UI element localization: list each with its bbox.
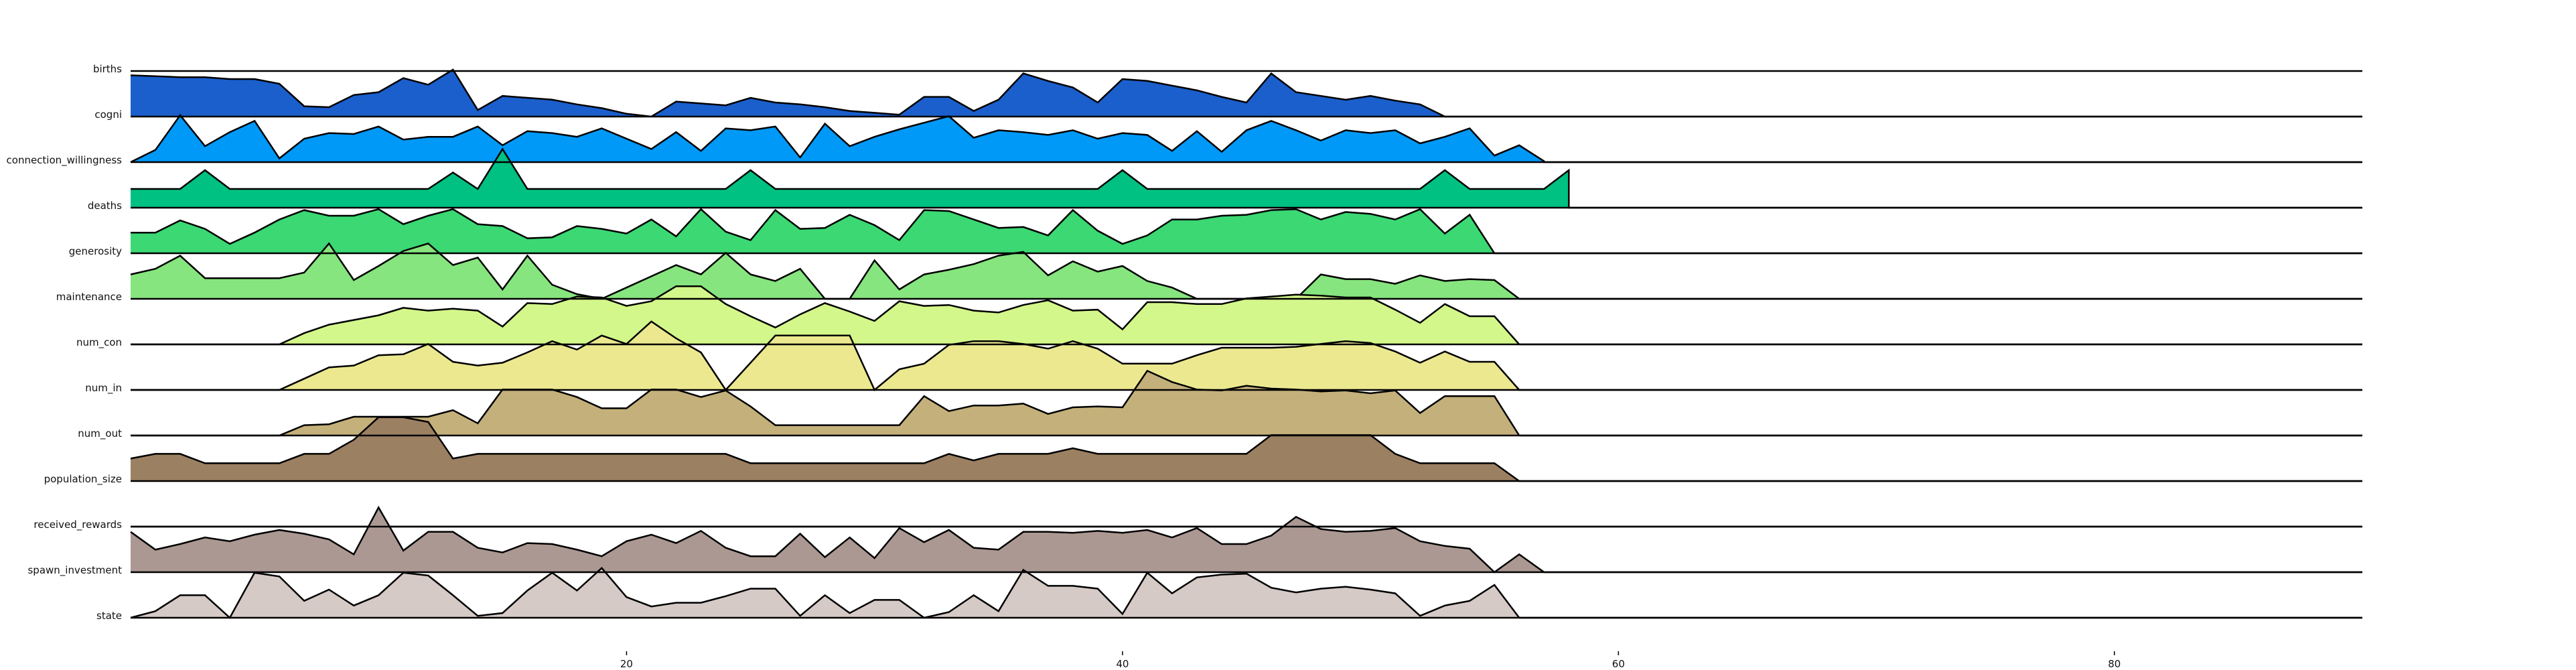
ridges-group bbox=[130, 68, 2362, 619]
ridge-area-num-out bbox=[131, 417, 1520, 481]
x-tick-label-40: 40 bbox=[1116, 658, 1129, 670]
ridge-area-num-con bbox=[131, 321, 1520, 390]
row-label-maintenance: maintenance bbox=[56, 291, 122, 303]
ridge-area-generosity bbox=[131, 243, 1520, 299]
row-label-num-out: num_out bbox=[78, 427, 122, 440]
ridge-area-spawn-investment bbox=[131, 567, 1520, 618]
row-label-births: births bbox=[93, 63, 122, 75]
ridge-line-connection-willingness bbox=[131, 147, 2362, 209]
row-label-connection-willingness: connection_willingness bbox=[7, 154, 123, 167]
row-label-population-size: population_size bbox=[44, 473, 122, 486]
row-label-state: state bbox=[96, 610, 122, 622]
row-label-num-con: num_con bbox=[76, 336, 122, 349]
x-axis: 20 40 60 80 bbox=[620, 651, 2121, 670]
ridge-area-cogni bbox=[131, 115, 1545, 162]
ridge-line-births bbox=[130, 68, 2362, 118]
ridge-area-received-rewards bbox=[131, 507, 1545, 572]
row-label-cogni: cogni bbox=[94, 109, 122, 121]
ridge-area-connection-willingness bbox=[131, 149, 1569, 208]
x-tick-label-60: 60 bbox=[1612, 658, 1625, 670]
row-label-generosity: generosity bbox=[69, 245, 122, 257]
row-label-deaths: deaths bbox=[88, 200, 122, 212]
ridge-line-received-rewards bbox=[130, 505, 2362, 574]
ridge-line-cogni bbox=[130, 113, 2362, 163]
ridge-area-births bbox=[131, 70, 1520, 117]
row-label-received-rewards: received_rewards bbox=[33, 519, 122, 531]
ridge-line-deaths bbox=[131, 208, 2362, 255]
ridge-line-num-con bbox=[131, 320, 2362, 392]
ridge-line-maintenance bbox=[131, 285, 2362, 346]
ridge-area-num-in bbox=[131, 371, 1520, 436]
row-label-num-in: num_in bbox=[85, 382, 122, 395]
x-tick-label-80: 80 bbox=[2108, 658, 2121, 670]
ridge-line-spawn-investment bbox=[130, 567, 2362, 619]
row-label-spawn-investment: spawn_investment bbox=[27, 564, 122, 577]
ridge-area-maintenance bbox=[131, 286, 1520, 344]
x-tick-label-20: 20 bbox=[620, 658, 633, 670]
